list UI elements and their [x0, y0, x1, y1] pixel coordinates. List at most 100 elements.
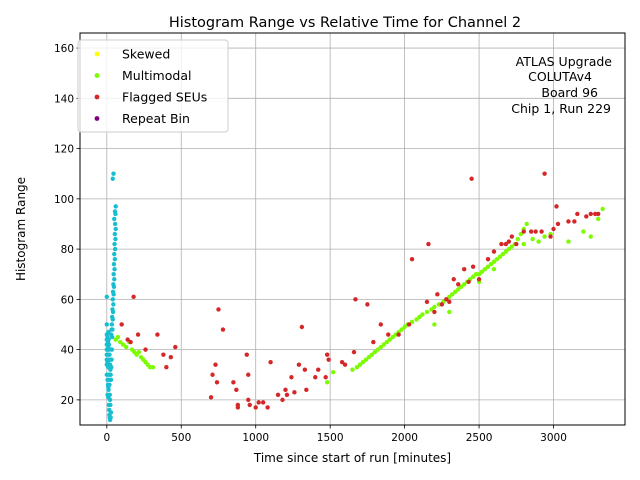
point-multimodal: [500, 251, 506, 257]
y-tick-label: 120: [54, 144, 74, 156]
point-unlabeled-cyan: [107, 392, 112, 398]
annotation-line-2: COLUTAv4: [528, 69, 592, 84]
point-flagged-seus: [342, 362, 348, 367]
grid: [80, 33, 625, 425]
point-multimodal: [378, 344, 383, 350]
point-unlabeled-cyan: [113, 204, 118, 209]
point-flagged-seus: [296, 362, 302, 367]
point-unlabeled-cyan: [109, 334, 115, 340]
point-multimodal: [581, 229, 586, 234]
point-flagged-seus: [316, 367, 321, 372]
point-multimodal: [399, 327, 404, 332]
point-flagged-seus: [572, 219, 577, 224]
y-tick-label: 160: [54, 43, 74, 55]
point-unlabeled-cyan: [106, 387, 111, 393]
point-multimodal: [450, 292, 455, 297]
point-flagged-seus: [231, 380, 236, 385]
legend: Skewed Multimodal Flagged SEUs Repeat Bin: [77, 39, 229, 133]
point-multimodal: [372, 349, 378, 355]
point-flagged-seus: [275, 392, 281, 398]
point-flagged-seus: [406, 322, 412, 327]
point-flagged-seus: [466, 279, 471, 284]
point-flagged-seus: [304, 387, 309, 393]
point-flagged-seus: [256, 400, 261, 405]
point-flagged-seus: [548, 234, 553, 239]
x-tick-label: 0: [103, 432, 110, 444]
point-multimodal: [375, 347, 381, 352]
point-flagged-seus: [208, 395, 214, 400]
point-multimodal: [503, 249, 509, 254]
point-flagged-seus: [253, 405, 258, 410]
point-multimodal: [476, 272, 482, 277]
point-multimodal: [595, 216, 601, 222]
point-unlabeled-cyan: [109, 347, 115, 352]
point-unlabeled-cyan: [111, 292, 116, 297]
point-flagged-seus: [246, 372, 251, 377]
point-unlabeled-cyan: [112, 267, 117, 272]
point-unlabeled-cyan: [106, 342, 112, 347]
point-multimodal: [330, 370, 336, 375]
point-flagged-seus: [324, 352, 330, 357]
point-flagged-seus: [539, 229, 544, 234]
point-multimodal: [363, 357, 369, 362]
point-multimodal: [354, 365, 360, 370]
point-multimodal: [566, 239, 571, 244]
point-flagged-seus: [131, 294, 136, 300]
point-flagged-seus: [528, 229, 534, 234]
point-multimodal: [530, 236, 535, 242]
point-multimodal: [123, 344, 129, 350]
point-unlabeled-cyan: [104, 322, 110, 327]
legend-label-multimodal: Multimodal: [122, 68, 191, 83]
legend-marker-repeat-bin: [94, 116, 100, 121]
legend-marker-multimodal: [94, 73, 100, 78]
point-flagged-seus: [521, 229, 526, 234]
point-flagged-seus: [155, 332, 160, 337]
point-flagged-seus: [280, 397, 285, 403]
point-flagged-seus: [469, 176, 474, 181]
point-flagged-seus: [566, 219, 571, 224]
point-flagged-seus: [451, 277, 456, 282]
point-flagged-seus: [485, 256, 491, 262]
point-multimodal: [506, 246, 512, 252]
x-tick-label: 2500: [466, 432, 493, 444]
point-flagged-seus: [292, 390, 297, 395]
point-flagged-seus: [588, 211, 593, 217]
point-flagged-seus: [595, 211, 601, 217]
point-flagged-seus: [339, 359, 345, 365]
x-tick-label: 2000: [391, 432, 418, 444]
point-flagged-seus: [323, 375, 328, 380]
point-multimodal: [429, 307, 434, 312]
x-axis-label: Time since start of run [minutes]: [253, 451, 451, 465]
point-unlabeled-cyan: [112, 231, 118, 237]
point-unlabeled-cyan: [113, 236, 118, 242]
point-unlabeled-cyan: [112, 221, 118, 227]
point-flagged-seus: [506, 239, 512, 244]
point-flagged-seus: [128, 339, 133, 345]
point-unlabeled-cyan: [107, 382, 112, 387]
point-multimodal: [366, 354, 372, 360]
point-flagged-seus: [302, 367, 308, 372]
point-unlabeled-cyan: [111, 284, 117, 289]
point-flagged-seus: [284, 392, 290, 398]
point-flagged-seus: [365, 302, 370, 307]
legend-box: [77, 39, 229, 133]
point-unlabeled-cyan: [109, 357, 114, 362]
point-flagged-seus: [409, 256, 415, 262]
point-flagged-seus: [216, 307, 221, 312]
point-unlabeled-cyan: [109, 322, 115, 327]
point-multimodal: [414, 317, 419, 322]
run-annotation: ATLAS Upgrade COLUTAv4 Board 96 Chip 1, …: [511, 54, 612, 116]
point-flagged-seus: [289, 375, 294, 380]
point-unlabeled-cyan: [112, 241, 117, 247]
point-flagged-seus: [456, 282, 461, 287]
point-flagged-seus: [235, 405, 241, 410]
point-flagged-seus: [435, 292, 440, 297]
point-multimodal: [588, 234, 593, 239]
point-multimodal: [447, 294, 452, 300]
point-multimodal: [324, 380, 330, 385]
point-unlabeled-cyan: [106, 329, 111, 335]
point-flagged-seus: [135, 332, 141, 337]
point-unlabeled-cyan: [112, 209, 118, 214]
point-flagged-seus: [503, 241, 509, 247]
